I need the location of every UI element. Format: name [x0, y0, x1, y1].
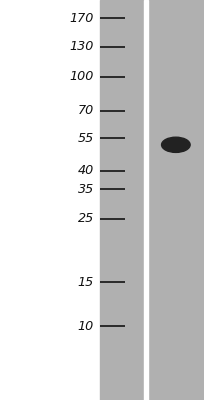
Text: 170: 170 — [70, 12, 94, 24]
Text: 25: 25 — [78, 212, 94, 225]
Ellipse shape — [162, 137, 190, 152]
Text: 100: 100 — [70, 70, 94, 83]
Text: 35: 35 — [78, 183, 94, 196]
Text: 15: 15 — [78, 276, 94, 288]
Text: 130: 130 — [70, 40, 94, 53]
Bar — [148, 0, 204, 400]
Text: 40: 40 — [78, 164, 94, 177]
Text: 55: 55 — [78, 132, 94, 144]
Text: 70: 70 — [78, 104, 94, 117]
Text: 10: 10 — [78, 320, 94, 332]
Bar — [100, 0, 144, 400]
Bar — [144, 0, 148, 400]
